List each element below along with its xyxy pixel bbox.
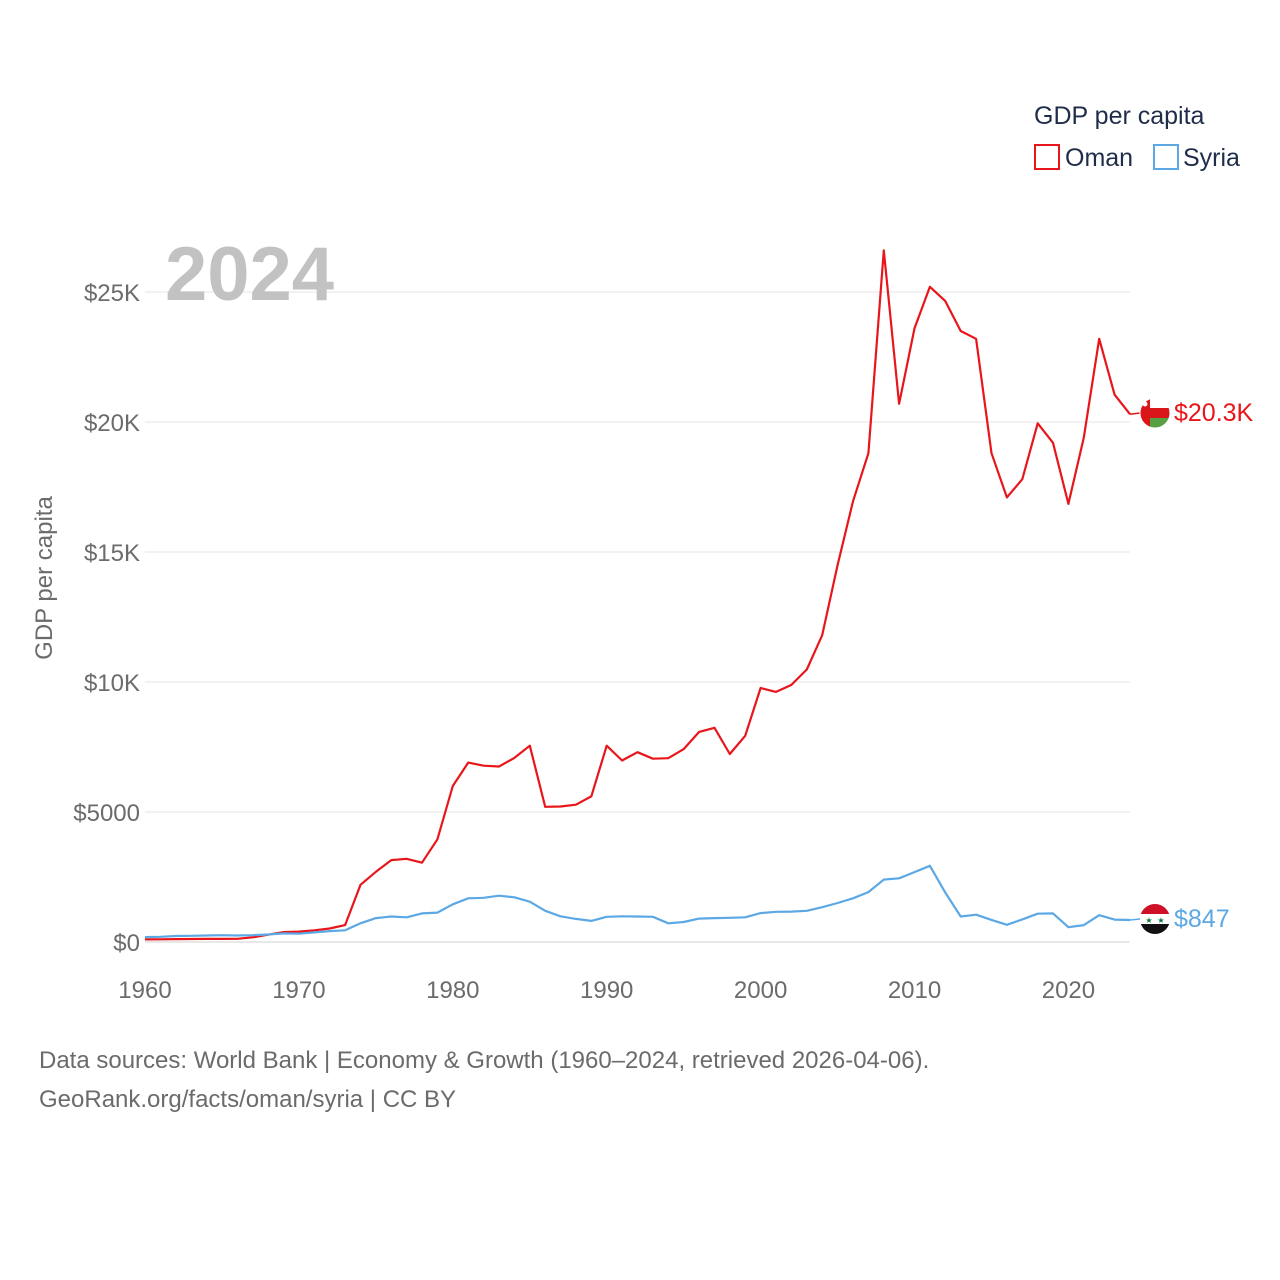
legend-swatch-oman[interactable] (1034, 144, 1060, 170)
y-tick-label: $25K (84, 280, 140, 307)
footer: Data sources: World Bank | Economy & Gro… (39, 1041, 1239, 1119)
series-line-oman[interactable] (144, 249, 1131, 941)
source-link[interactable]: GeoRank.org/facts/oman/syria | CC BY (39, 1086, 457, 1113)
legend: GDP per capita Oman Syria (1034, 102, 1240, 172)
x-tick-label: 2000 (734, 977, 787, 1004)
leader-line-oman (1129, 412, 1141, 415)
y-axis-title: GDP per capita (31, 496, 58, 660)
legend-swatch-syria[interactable] (1153, 144, 1179, 170)
x-tick-label: 2020 (1042, 977, 1095, 1004)
legend-label-oman[interactable]: Oman (1065, 144, 1133, 172)
x-tick-label: 1960 (118, 977, 171, 1004)
y-tick-label: $20K (84, 410, 140, 437)
legend-title: GDP per capita (1034, 102, 1205, 130)
year-label: 2024 (165, 232, 334, 317)
y-tick-label: $0 (113, 930, 140, 957)
y-axis: $0 $5000 $10K $15K $20K $25K (73, 280, 140, 957)
x-axis: 1960 1970 1980 1990 2000 2010 2020 (118, 977, 1095, 1004)
x-tick-label: 1970 (272, 977, 325, 1004)
y-tick-label: $15K (84, 540, 140, 567)
y-tick-label: $10K (84, 670, 140, 697)
x-tick-label: 1990 (580, 977, 633, 1004)
syria-flag-icon: ★ ★ (1140, 904, 1170, 934)
leader-line-syria (1129, 918, 1141, 921)
svg-text:★: ★ (1157, 916, 1164, 925)
gdp-chart: $0 $5000 $10K $15K $20K $25K 1960 1970 1980 1990… (31, 102, 1254, 1004)
oman-flag-icon (1139, 397, 1171, 429)
oman-end-label: $20.3K (1174, 399, 1254, 427)
gridlines (145, 291, 1130, 943)
x-tick-label: 1980 (426, 977, 479, 1004)
y-tick-label: $5000 (73, 800, 140, 827)
x-tick-label: 2010 (888, 977, 941, 1004)
series-layer (144, 249, 1141, 941)
series-line-syria[interactable] (144, 864, 1131, 939)
data-sources-text: Data sources: World Bank | Economy & Gro… (39, 1047, 930, 1074)
syria-end-label: $847 (1174, 905, 1230, 933)
legend-label-syria[interactable]: Syria (1183, 144, 1240, 172)
svg-text:★: ★ (1145, 916, 1152, 925)
